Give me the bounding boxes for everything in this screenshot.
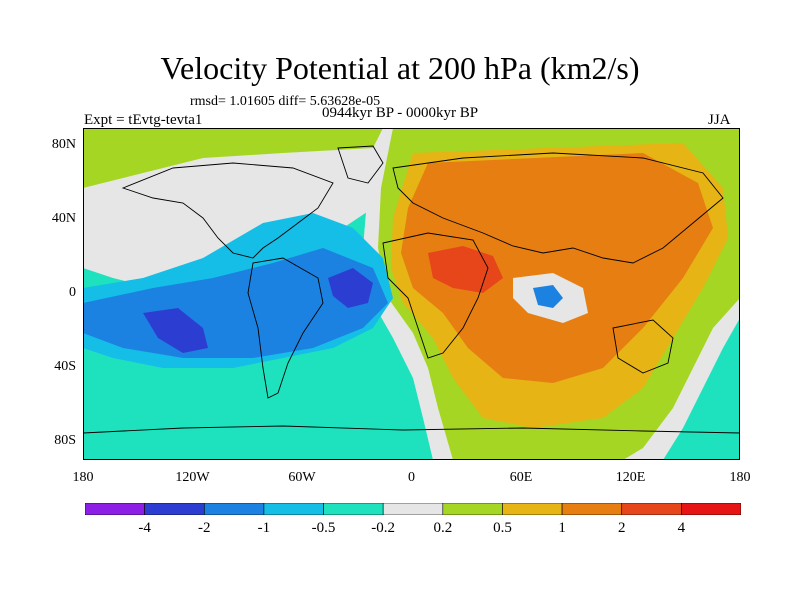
africa-outline <box>382 232 489 359</box>
experiment-label: Expt = tEvtg-tevta1 <box>84 112 203 128</box>
colorbar-label: -0.2 <box>371 520 396 536</box>
x-tick-label: 60E <box>509 470 533 485</box>
velocity-potential-map <box>83 128 740 460</box>
stats-label: rmsd= 1.01605 diff= 5.63628e-05 <box>190 94 381 109</box>
colorbar-swatch <box>442 503 503 515</box>
field-negative-strong <box>143 308 208 353</box>
field-positive-northwest <box>83 128 383 188</box>
colorbar-label: 1 <box>558 520 566 536</box>
colorbar-swatch <box>203 503 265 515</box>
y-tick-label: 80N <box>51 137 76 153</box>
colorbar-label: -2 <box>198 520 211 536</box>
colorbar-label: 2 <box>617 520 626 536</box>
coastlines <box>83 145 740 434</box>
field-positive-strong <box>401 153 713 383</box>
season-label: JJA <box>708 112 731 128</box>
field-negative-strong-2 <box>328 268 373 308</box>
colorbar-label: 4 <box>677 520 686 536</box>
colorbar-swatch <box>561 503 623 515</box>
colorbar-swatch <box>85 503 145 515</box>
y-tick-label: 40S <box>54 358 76 374</box>
colorbar-swatch <box>621 503 682 515</box>
y-tick-label: 40N <box>51 211 76 227</box>
colorbar-label: -4 <box>138 520 151 536</box>
x-tick-label: 120E <box>615 470 646 485</box>
antarctica-outline <box>83 425 740 434</box>
colorbar-swatch <box>681 503 741 515</box>
field-negative-indian <box>533 285 563 308</box>
colorbar-swatch <box>263 503 324 515</box>
map-frame <box>83 128 740 460</box>
colorbar-swatch <box>382 503 444 515</box>
field-positive-max <box>428 246 503 293</box>
x-tick-label: 180 <box>72 470 94 485</box>
colorbar-label: -1 <box>257 520 271 536</box>
y-tick-label: 0 <box>69 285 76 300</box>
x-tick-label: 180 <box>729 470 751 485</box>
plot-title: Velocity Potential at 200 hPa (km2/s) <box>160 50 640 86</box>
y-tick-label: 80S <box>54 432 76 448</box>
eurasia-outline <box>392 152 724 264</box>
colorbar-swatch <box>144 503 205 515</box>
period-label: 0944kyr BP - 0000kyr BP <box>322 105 479 121</box>
colorbar-label: 0.2 <box>433 520 453 536</box>
colorbar <box>85 503 741 515</box>
colorbar-swatch <box>323 503 384 515</box>
x-tick-label: 60W <box>288 470 316 485</box>
colorbar-swatch <box>502 503 563 515</box>
x-tick-label: 120W <box>175 470 210 485</box>
colorbar-label: -0.5 <box>311 520 336 536</box>
x-tick-label: 0 <box>408 470 415 485</box>
north-america-outline <box>121 162 334 259</box>
australia-outline <box>612 319 674 374</box>
colorbar-label: 0.5 <box>493 520 512 536</box>
south-america-outline <box>247 257 324 399</box>
greenland-outline <box>337 145 384 184</box>
